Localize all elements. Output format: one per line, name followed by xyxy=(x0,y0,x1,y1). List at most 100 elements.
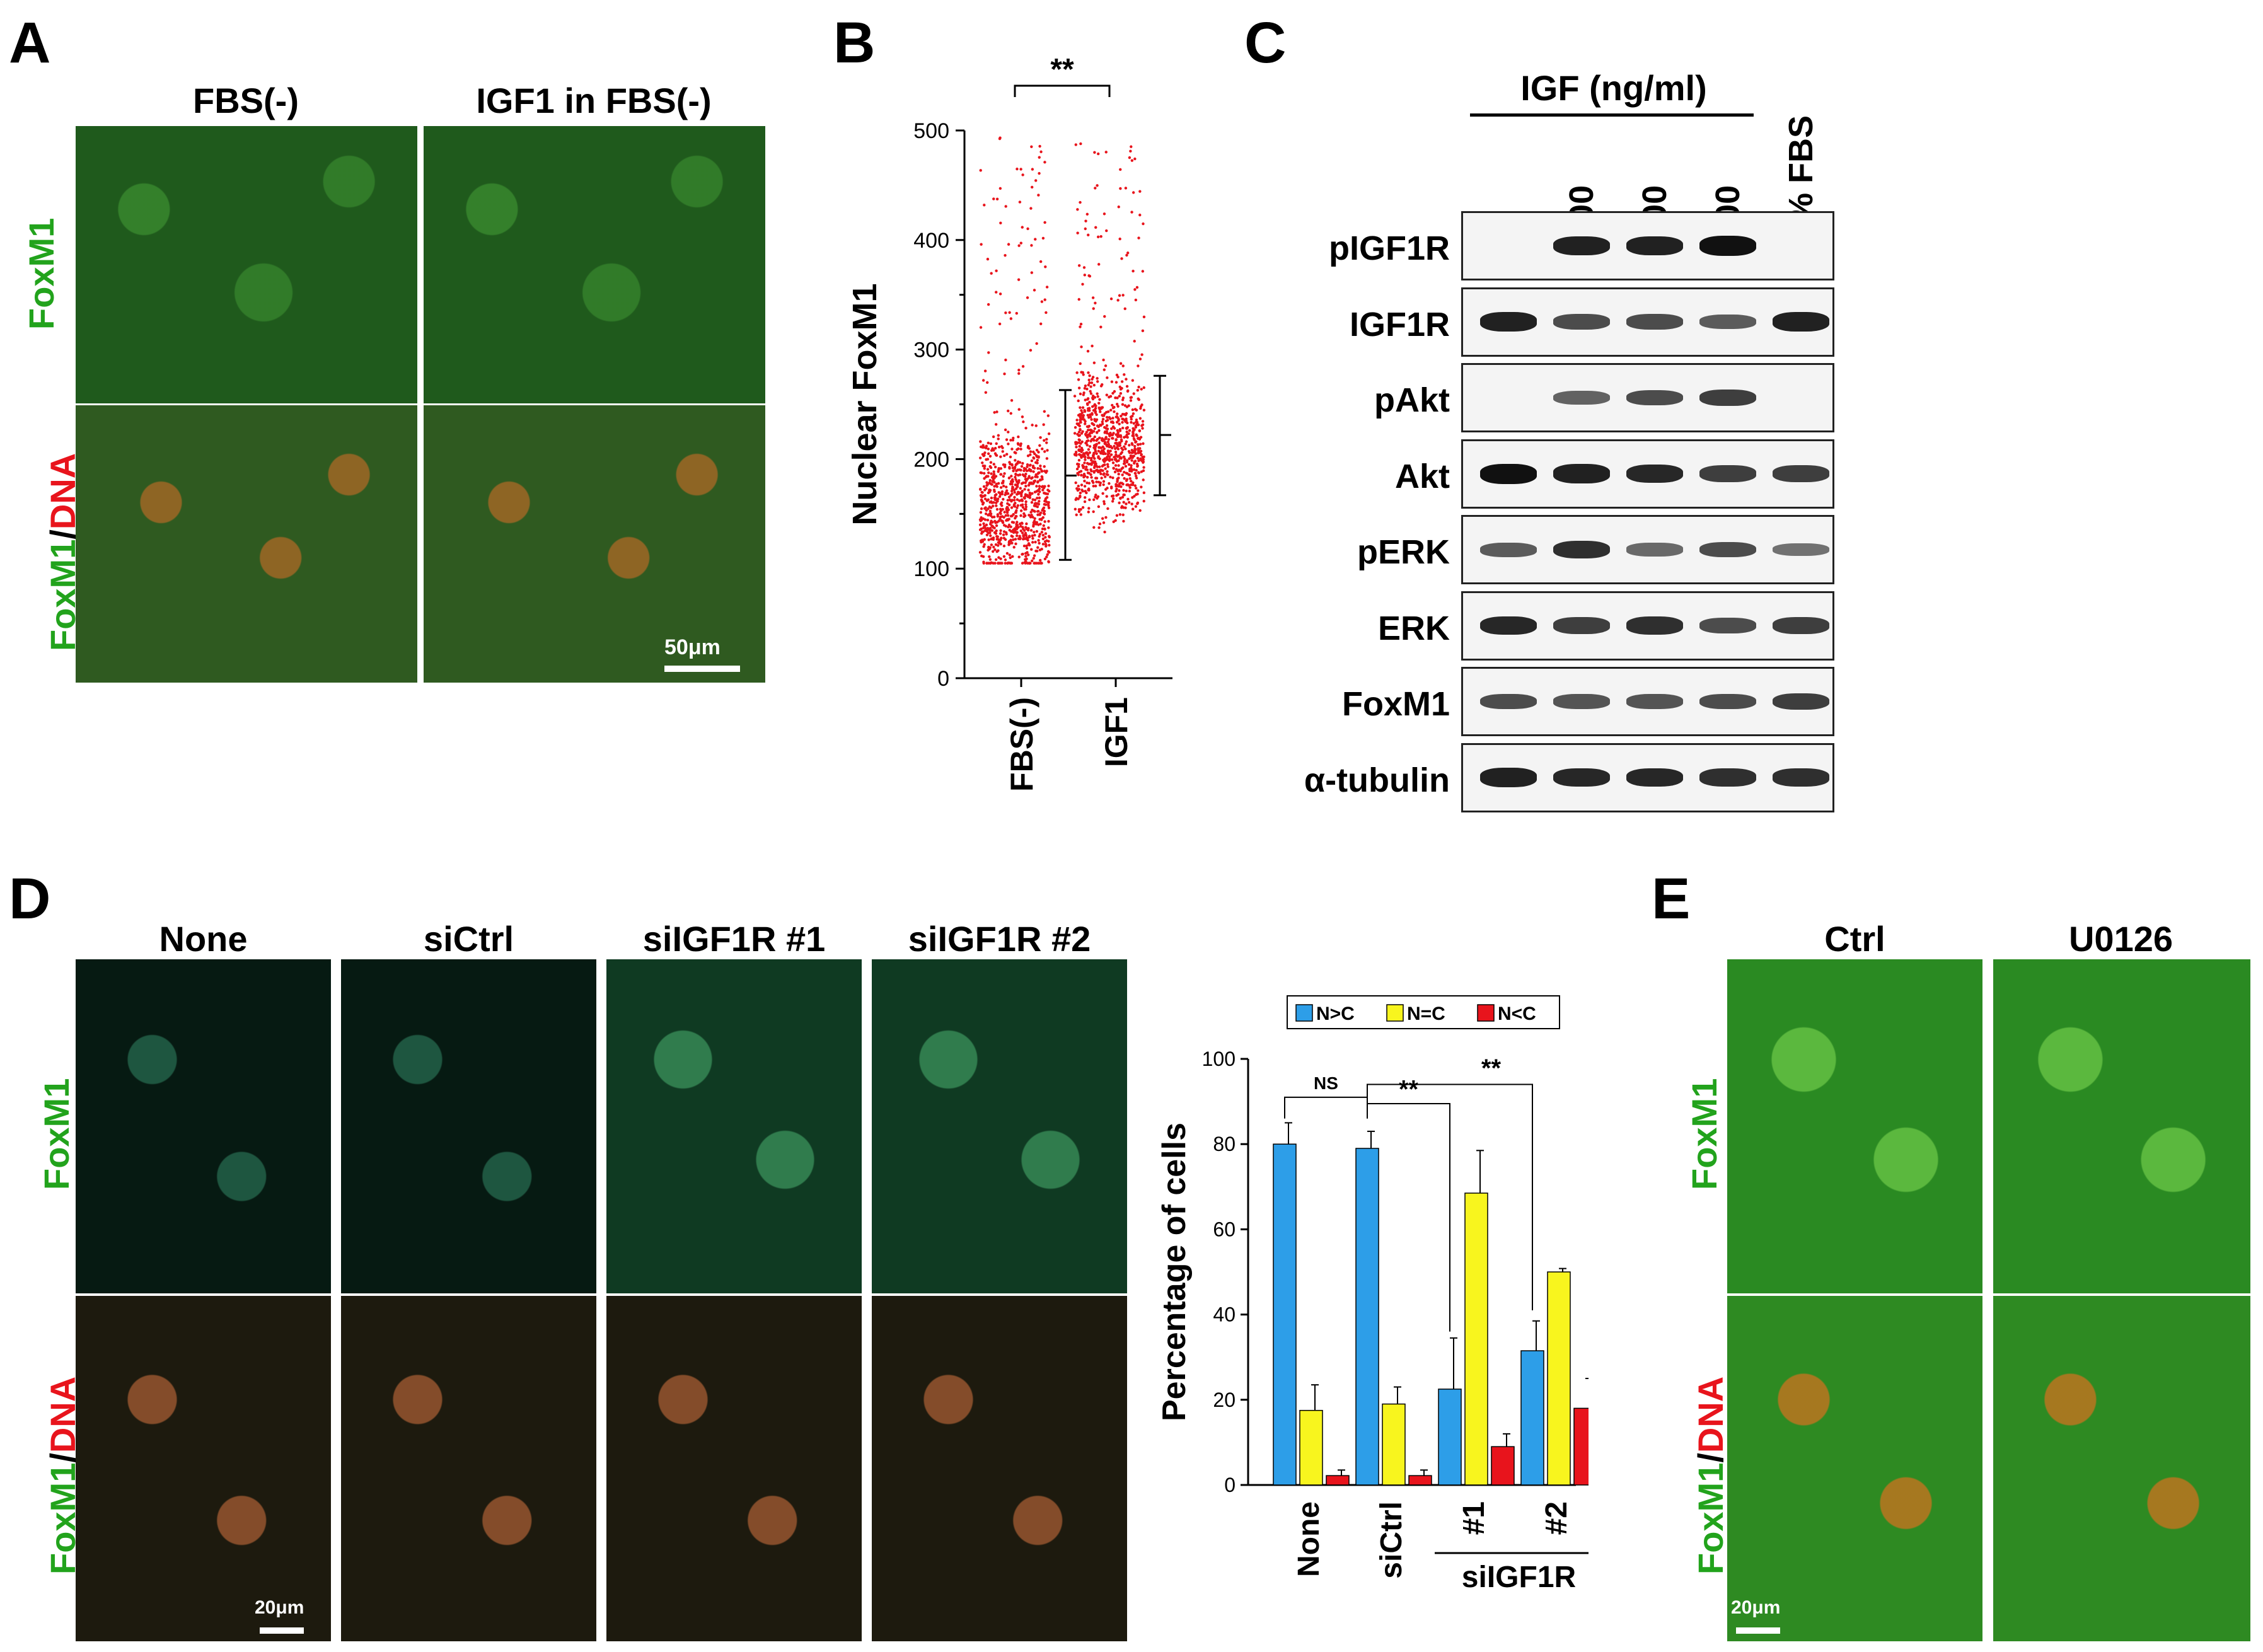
data-point xyxy=(1122,462,1126,465)
data-point xyxy=(998,187,1002,190)
col-title-siigf1r-2: siIGF1R #2 xyxy=(908,919,1091,959)
data-point xyxy=(999,473,1003,476)
data-point xyxy=(990,472,993,475)
data-point xyxy=(1009,540,1012,543)
y-tick-label: 200 xyxy=(913,448,949,471)
data-point xyxy=(1128,457,1131,460)
data-point xyxy=(1019,168,1022,171)
data-point xyxy=(983,518,987,521)
data-point xyxy=(1120,414,1123,418)
panel-label-d: D xyxy=(9,867,51,931)
data-point xyxy=(1082,475,1085,479)
data-point xyxy=(985,487,988,490)
data-point xyxy=(1084,458,1087,461)
data-point xyxy=(1125,384,1129,388)
data-point xyxy=(1047,519,1050,523)
data-point xyxy=(1142,408,1146,412)
data-point xyxy=(1041,236,1045,240)
data-point xyxy=(987,538,990,541)
data-point xyxy=(1030,271,1033,274)
data-point xyxy=(1080,417,1084,421)
data-point xyxy=(1019,442,1022,446)
data-point xyxy=(988,454,992,458)
data-point xyxy=(1005,505,1009,509)
data-point xyxy=(1119,362,1123,365)
data-point xyxy=(988,546,992,550)
scale-label-d: 20μm xyxy=(255,1597,304,1618)
data-point xyxy=(1034,238,1037,241)
data-point xyxy=(1103,212,1106,216)
data-point xyxy=(1082,393,1085,396)
data-point xyxy=(1095,477,1099,480)
data-point xyxy=(1113,444,1116,448)
data-point xyxy=(1040,517,1043,521)
data-point xyxy=(1102,483,1105,487)
data-point xyxy=(1016,498,1019,501)
data-point xyxy=(999,557,1002,560)
data-point xyxy=(1027,475,1031,478)
significance-label: ** xyxy=(1050,53,1074,86)
data-point xyxy=(1130,449,1133,452)
data-point xyxy=(1119,168,1122,171)
data-point xyxy=(1121,513,1125,516)
data-point xyxy=(1138,417,1142,420)
data-point xyxy=(1011,439,1015,442)
data-point xyxy=(1087,371,1090,374)
blot-band xyxy=(1699,768,1756,787)
data-point xyxy=(1124,448,1127,451)
data-point xyxy=(1135,433,1138,436)
data-point xyxy=(1008,461,1011,464)
data-point xyxy=(1085,212,1089,216)
data-point xyxy=(1113,470,1117,474)
x-tick-label: siCtrl xyxy=(1375,1501,1408,1579)
data-point xyxy=(1087,274,1091,277)
data-point xyxy=(1077,510,1081,513)
data-point xyxy=(1024,484,1027,488)
data-point xyxy=(990,496,993,500)
data-point xyxy=(1028,493,1032,497)
data-point xyxy=(1114,381,1118,384)
data-point xyxy=(1021,505,1025,509)
data-point xyxy=(1024,555,1027,558)
data-point xyxy=(1108,416,1111,419)
data-point xyxy=(1028,543,1031,546)
data-point xyxy=(1098,483,1102,487)
data-point xyxy=(988,526,992,530)
data-point xyxy=(1109,297,1113,301)
data-point xyxy=(1089,439,1092,442)
data-point xyxy=(1019,487,1022,490)
data-point xyxy=(1142,499,1145,503)
data-point xyxy=(1095,431,1099,434)
data-point xyxy=(983,543,986,546)
data-point xyxy=(1024,481,1027,484)
data-point xyxy=(1133,449,1137,453)
data-point xyxy=(1091,344,1094,348)
blot-row-label: ERK xyxy=(1377,609,1450,647)
data-point xyxy=(1141,456,1144,459)
data-point xyxy=(986,458,990,461)
data-point xyxy=(989,512,992,515)
data-point xyxy=(1091,412,1094,416)
data-point xyxy=(986,257,990,261)
data-point xyxy=(1012,512,1015,516)
data-point xyxy=(997,491,1000,494)
data-point xyxy=(988,478,992,482)
data-point xyxy=(1111,403,1114,407)
bar xyxy=(1299,1409,1323,1486)
data-point xyxy=(1091,422,1094,425)
y-tick-label: 20 xyxy=(1213,1389,1236,1411)
micrograph-d-si1-foxm1 xyxy=(606,959,862,1293)
data-point xyxy=(988,555,991,558)
data-point xyxy=(1011,555,1014,558)
data-point xyxy=(1003,465,1007,468)
data-point xyxy=(1083,409,1087,413)
data-point xyxy=(1078,439,1082,442)
data-point xyxy=(1029,463,1032,467)
data-point xyxy=(1116,376,1120,379)
data-point xyxy=(1086,439,1090,442)
data-point xyxy=(1009,556,1012,560)
data-point xyxy=(1104,458,1107,461)
data-point xyxy=(1111,461,1115,465)
data-point xyxy=(1097,456,1100,459)
data-point xyxy=(1126,251,1130,255)
